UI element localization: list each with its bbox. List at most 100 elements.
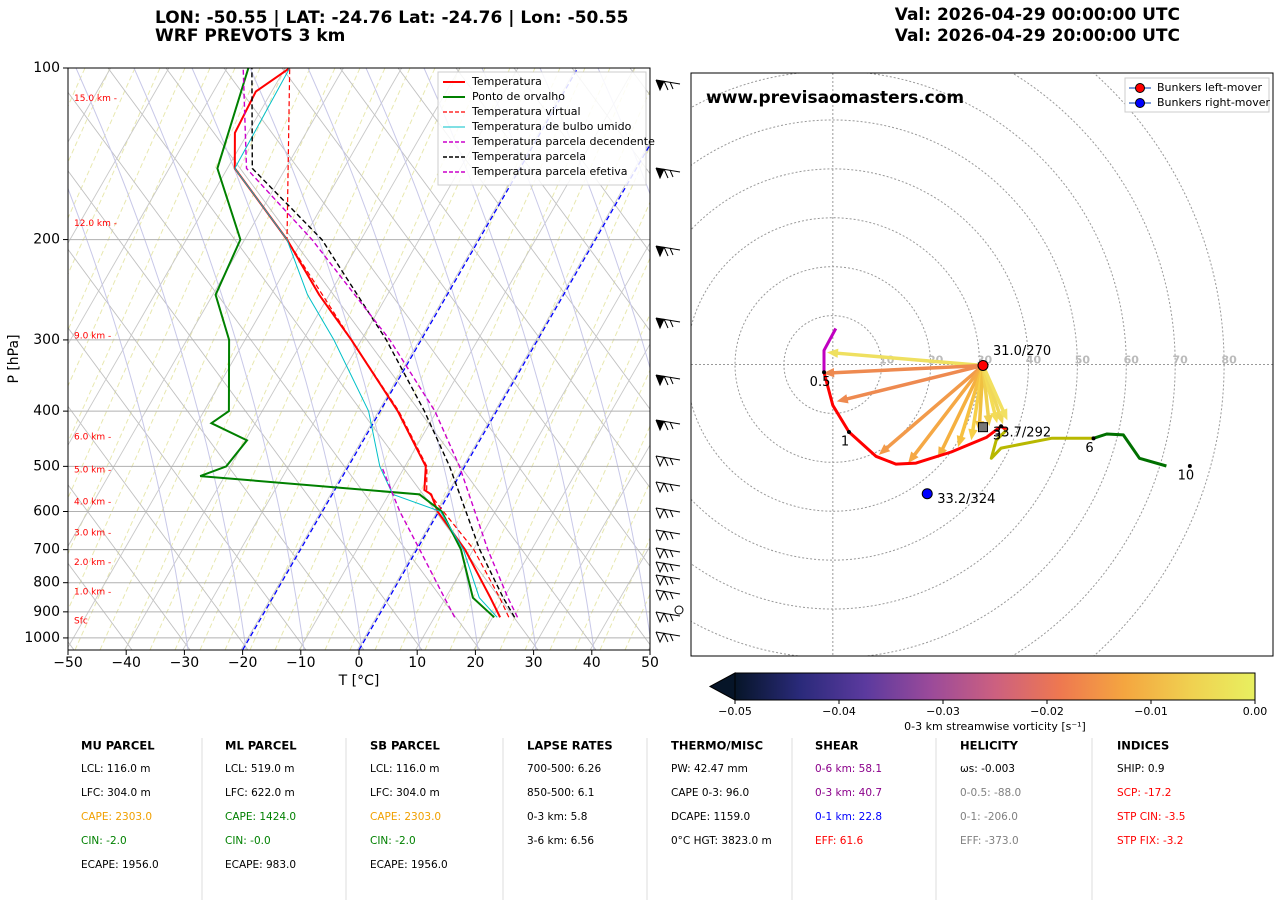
legend-box [1124, 77, 1270, 113]
ring [1011, 73, 1176, 656]
x-tick-label: −10 [286, 655, 316, 671]
isotherm [531, 444, 650, 650]
index-value: 0°C HGT: 3823.0 m [671, 835, 772, 847]
legend-box [437, 71, 647, 186]
hodograph-trace [1093, 432, 1167, 468]
colorbar-label: 0-3 km streamwise vorticity [s⁻¹] [904, 720, 1086, 733]
y-tick-label: 500 [33, 458, 60, 474]
barb-flag [655, 167, 674, 180]
moist-adiabat [68, 187, 189, 650]
barb-flag [655, 611, 674, 624]
mixing-ratio-line [174, 68, 436, 650]
isotherm [415, 242, 650, 650]
x-tick-label: 10 [408, 655, 426, 671]
isotherm [68, 68, 344, 548]
barb-staff [655, 611, 681, 617]
mixing-ratio-line [449, 201, 650, 650]
isotherm [124, 68, 461, 650]
barb-flag [655, 529, 674, 542]
profile-line [242, 68, 519, 618]
mixing-ratio-line [599, 536, 650, 650]
colorbar: −0.05 −0.04 −0.03 −0.02 −0.01 0.00 0-3 km stre… [708, 672, 1267, 733]
wind-barbs [655, 79, 684, 644]
barb-staff [655, 529, 681, 535]
barb-flag [655, 79, 674, 92]
mixing-ratio-line [124, 68, 386, 650]
section-title: ML PARCEL [225, 739, 297, 753]
header-right-2: Val: 2026-04-29 20:00:00 UTC [895, 26, 1180, 46]
isotherm [68, 68, 170, 244]
index-value: LCL: 116.0 m [81, 763, 151, 775]
colorbar-tick-label: −0.02 [1030, 705, 1064, 718]
barb-flag [655, 374, 674, 387]
height-mark-label: 3 [993, 429, 1001, 444]
ring [691, 73, 1127, 656]
x-tick-label: −20 [228, 655, 258, 671]
height-label: 2.0 km - [74, 558, 111, 568]
arrow-head [983, 414, 993, 427]
section-title: SB PARCEL [370, 739, 440, 753]
dry-adiabat [68, 248, 365, 650]
mixing-ratio-line [68, 68, 136, 220]
index-value: 0-1 km: 22.8 [815, 811, 882, 823]
legend-label: Temperatura parcela decendente [471, 135, 655, 148]
index-value: LCL: 116.0 m [370, 763, 440, 775]
mixing-ratio-line [68, 68, 286, 555]
barb-flag [655, 631, 674, 644]
legend-label: Temperatura de bulbo umido [471, 120, 632, 133]
ring-label: 60 [1124, 354, 1140, 367]
barb-staff [655, 589, 681, 595]
height-label: 5.0 km - [74, 465, 111, 475]
barb-staff [655, 574, 681, 580]
header-right-1: Val: 2026-04-29 00:00:00 UTC [895, 5, 1180, 25]
moist-adiabat [133, 68, 305, 650]
ring [1092, 73, 1225, 656]
legend-label: Temperatura virtual [471, 105, 581, 118]
barb-flag [655, 245, 674, 258]
moist-adiabat [365, 68, 537, 650]
colorbar [734, 672, 1256, 701]
arrow-head [826, 348, 839, 358]
hodograph-trace [822, 371, 1008, 466]
vorticity-arrow [911, 364, 985, 458]
colorbar-tick-label: −0.05 [718, 705, 752, 718]
barb-flag [655, 317, 674, 330]
hodograph-trace [822, 327, 838, 373]
moist-adiabat [75, 68, 247, 650]
bunkers-mover [977, 359, 989, 371]
profile-line [234, 68, 498, 618]
index-value: SHIP: 0.9 [1117, 763, 1165, 775]
vorticity-arrow [884, 364, 985, 451]
height-mark-label: 0.5 [810, 375, 831, 390]
index-value: 850-500: 6.1 [527, 787, 594, 799]
mixing-ratio-line [199, 68, 461, 650]
legend-label: Bunkers right-mover [1157, 96, 1271, 109]
profile-line [286, 68, 510, 618]
mixing-ratio-line [68, 68, 211, 388]
ring-label: 50 [1075, 354, 1091, 367]
height-label: 15.0 km - [74, 94, 117, 104]
dry-adiabat [68, 405, 249, 650]
barb-staff [655, 547, 681, 553]
mean-wind [977, 422, 988, 433]
section-title: LAPSE RATES [527, 739, 613, 753]
y-tick-label: 200 [33, 232, 60, 248]
y-tick-label: 700 [33, 542, 60, 558]
legend-label: Bunkers left-mover [1157, 81, 1262, 94]
barb-flag [655, 561, 674, 574]
x-tick-label: 50 [641, 655, 659, 671]
legend-label: Temperatura parcela [471, 150, 586, 163]
barb-flag [655, 419, 674, 432]
arrow-head [878, 444, 891, 455]
mixing-ratio-line [99, 68, 361, 650]
x-tick-label: −30 [170, 655, 200, 671]
x-tick-label: 20 [466, 655, 484, 671]
legend-marker [1135, 83, 1145, 93]
vorticity-arrow [981, 364, 1006, 414]
bunkers-mover [921, 488, 933, 500]
x-tick-label: 40 [583, 655, 601, 671]
index-value: ECAPE: 1956.0 [370, 859, 448, 871]
dry-adiabat [339, 68, 650, 489]
barb-staff [655, 631, 681, 637]
dry-adiabat [68, 484, 191, 650]
